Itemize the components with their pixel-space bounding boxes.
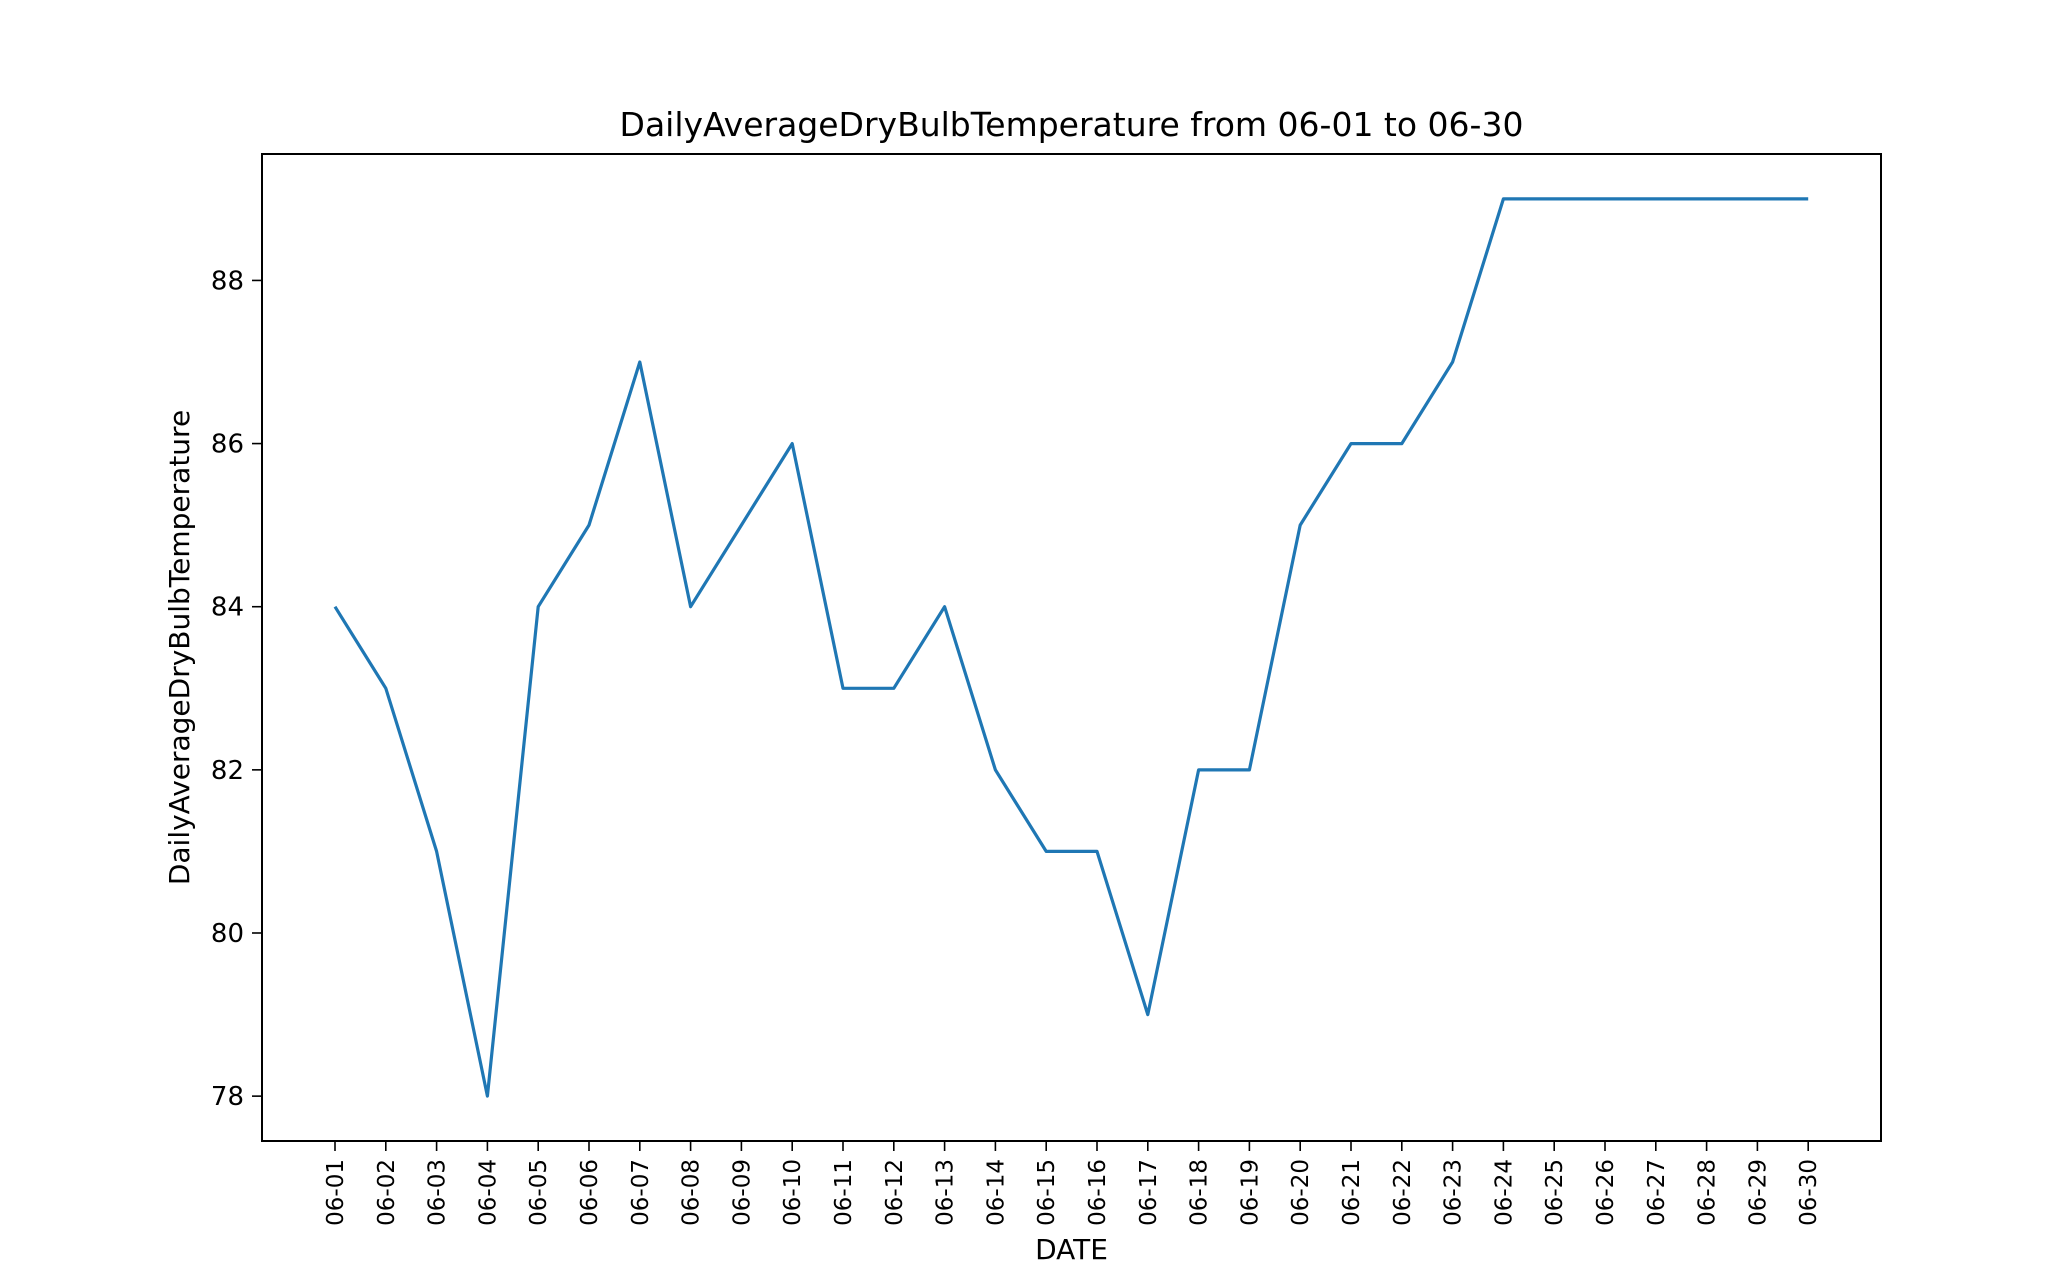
y-tick-label: 84 [211,593,244,623]
x-tick-label: 06-16 [1085,1159,1111,1226]
x-tick-label: 06-08 [679,1159,705,1226]
x-tick-label: 06-19 [1237,1159,1263,1226]
y-tick-label: 80 [211,919,244,949]
x-tick-label: 06-12 [882,1159,908,1226]
x-tick-label: 06-07 [628,1159,654,1226]
x-tick-label: 06-29 [1745,1159,1771,1226]
x-tick-label: 06-13 [933,1159,959,1226]
x-tick-label: 06-02 [374,1159,400,1226]
x-axis-ticks: 06-01 06-02 06-03 06-04 06-05 06-06 06-07 06-08… [323,1141,1822,1226]
y-tick-label: 78 [211,1082,244,1112]
y-tick-label: 82 [211,756,244,786]
y-tick-label: 86 [211,430,244,460]
x-tick-label: 06-14 [983,1159,1009,1226]
x-tick-label: 06-03 [425,1159,451,1226]
y-tick-label: 88 [211,266,244,296]
x-axis-label: DATE [1035,1233,1108,1264]
x-tick-label: 06-20 [1288,1159,1314,1226]
chart-title: DailyAverageDryBulbTemperature from 06-0… [620,105,1524,144]
x-tick-label: 06-25 [1542,1159,1568,1226]
x-tick-label: 06-26 [1593,1159,1619,1226]
x-tick-label: 06-11 [831,1159,857,1226]
x-tick-label: 06-17 [1136,1159,1162,1226]
x-tick-label: 06-15 [1034,1159,1060,1226]
x-tick-label: 06-27 [1644,1159,1670,1226]
x-tick-label: 06-23 [1441,1159,1467,1226]
x-tick-label: 06-05 [526,1159,552,1226]
x-tick-label: 06-06 [577,1159,603,1226]
x-tick-label: 06-28 [1695,1159,1721,1226]
y-axis-label: DailyAverageDryBulbTemperature [163,410,196,885]
x-tick-label: 06-22 [1390,1159,1416,1226]
series-layer [333,197,1809,1098]
x-tick-label: 06-24 [1491,1159,1517,1226]
x-tick-label: 06-09 [729,1159,755,1226]
x-tick-label: 06-01 [323,1159,349,1226]
x-tick-label: 06-30 [1796,1159,1822,1226]
y-axis-ticks: 78 80 82 84 86 88 [211,266,262,1112]
plot-area-frame [261,153,1882,1142]
x-tick-label: 06-10 [780,1159,806,1226]
series-line [333,197,1809,1098]
x-tick-label: 06-18 [1187,1159,1213,1226]
x-tick-label: 06-21 [1339,1159,1365,1226]
x-tick-label: 06-04 [475,1159,501,1226]
